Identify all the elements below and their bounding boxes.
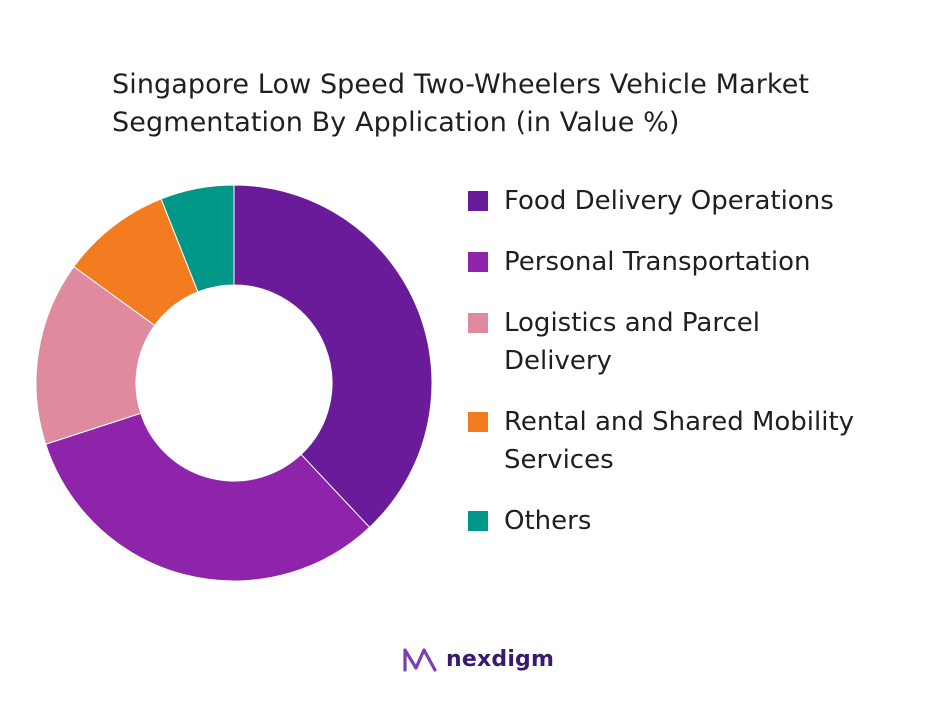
legend-label-line: Delivery xyxy=(504,346,612,376)
legend-label: Personal Transportation xyxy=(504,243,904,281)
legend-swatch xyxy=(468,412,488,432)
donut-slice-5 xyxy=(160,184,235,293)
donut-slice-2 xyxy=(45,412,371,582)
legend-label-line: Food Delivery Operations xyxy=(504,186,834,216)
legend-label: Food Delivery Operations xyxy=(504,182,904,220)
donut-slice-1 xyxy=(233,184,433,529)
legend-swatch xyxy=(468,313,488,333)
legend-swatch xyxy=(468,511,488,531)
legend-label: Others xyxy=(504,502,904,540)
legend-swatch xyxy=(468,191,488,211)
brand-name: nexdigm xyxy=(446,647,555,672)
legend-label-line: Personal Transportation xyxy=(504,247,811,277)
legend-swatch xyxy=(468,252,488,272)
chart-title-line-2: Segmentation By Application (in Value %) xyxy=(112,107,680,138)
legend-label-line: Rental and Shared Mobility xyxy=(504,407,855,437)
brand-logo: nexdigm xyxy=(402,640,555,680)
legend-label: Rental and Shared Mobility Services xyxy=(504,403,904,479)
legend-label-line: Logistics and Parcel xyxy=(504,308,760,338)
chart-title: Singapore Low Speed Two-Wheelers Vehicle… xyxy=(112,66,892,142)
donut-chart xyxy=(35,184,433,582)
legend-label-line: Others xyxy=(504,506,592,536)
legend-label-line: Services xyxy=(504,445,614,475)
legend-label: Logistics and Parcel Delivery xyxy=(504,304,904,380)
nexdigm-logo-icon xyxy=(403,648,437,672)
chart-title-line-1: Singapore Low Speed Two-Wheelers Vehicle… xyxy=(112,69,810,100)
